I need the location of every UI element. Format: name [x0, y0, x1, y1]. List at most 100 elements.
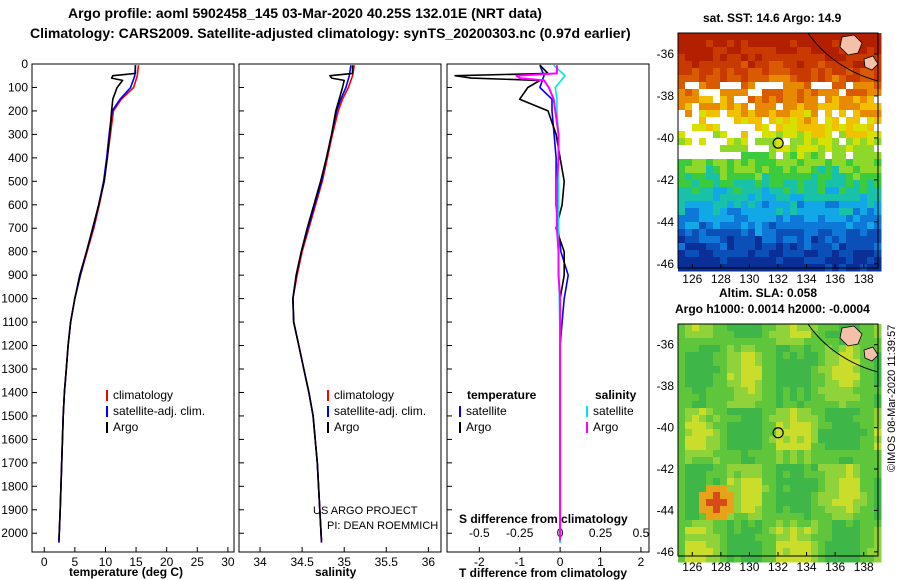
sst-map-cell — [797, 152, 805, 160]
sst-map-cell — [839, 68, 847, 76]
sla-map-cell — [832, 478, 840, 486]
sla-map-cell — [853, 506, 861, 514]
sla-map-cell — [776, 520, 784, 528]
sst-map-cell — [741, 208, 749, 216]
sla-map-cell — [797, 513, 805, 521]
sst-map-cell — [692, 124, 700, 132]
sla-map-cell — [692, 548, 700, 556]
sla-map-cell — [804, 408, 812, 416]
sla-map-cell — [790, 394, 798, 402]
sst-map-cell — [846, 131, 854, 139]
sst-map-cell — [699, 117, 707, 125]
sst-map-cell — [797, 138, 805, 146]
sla-map-cell — [706, 457, 714, 465]
sst-map-cell — [818, 61, 826, 69]
sst-map-cell — [839, 131, 847, 139]
sla-map-cell — [783, 429, 791, 437]
sst-map-cell — [790, 68, 798, 76]
sst-map-cell — [741, 61, 749, 69]
sla-map-cell — [811, 478, 819, 486]
sst-map-cell — [678, 96, 686, 104]
sla-map-cell — [818, 499, 826, 507]
sla-map-cell — [706, 499, 714, 507]
sst-map-cell — [769, 180, 777, 188]
sst-map-cell — [748, 82, 756, 90]
sst-map-cell — [839, 96, 847, 104]
sst-map-cell — [860, 257, 868, 265]
sst-map-cell — [769, 47, 777, 55]
sst-map-cell — [825, 96, 833, 104]
sla-map-cell — [776, 541, 784, 549]
sst-map-cell — [783, 187, 791, 195]
sst-map-cell — [783, 257, 791, 265]
sla-map-cell — [720, 443, 728, 451]
sla-map-cell — [692, 541, 700, 549]
sst-map-cell — [755, 229, 763, 237]
sla-map-cell — [790, 401, 798, 409]
sla-map-cell — [755, 380, 763, 388]
sla-map-cell — [867, 541, 875, 549]
sst-map-cell — [720, 47, 728, 55]
sla-map-cell — [727, 506, 735, 514]
sst-map-cell — [811, 75, 819, 83]
sst-map-cell — [692, 47, 700, 55]
sst-map-cell — [818, 33, 826, 41]
sla-map-cell — [734, 429, 742, 437]
sla-map-cell — [867, 408, 875, 416]
sst-map-cell — [818, 54, 826, 62]
sla-map-cell — [832, 415, 840, 423]
sst-map-cell — [811, 47, 819, 55]
sla-map-cell — [867, 415, 875, 423]
sst-map-cell — [734, 96, 742, 104]
sst-map-cell — [776, 222, 784, 230]
sst-map-cell — [699, 145, 707, 153]
sst-map-cell — [853, 152, 861, 160]
sst-map-cell — [769, 124, 777, 132]
sla-map-cell — [685, 429, 693, 437]
sst-map-cell — [762, 166, 770, 174]
sst-map-cell — [678, 117, 686, 125]
sla-map-cell — [825, 338, 833, 346]
sst-map-cell — [748, 61, 756, 69]
sst-map-cell — [846, 236, 854, 244]
sst-map-cell — [790, 152, 798, 160]
sst-map-cell — [783, 117, 791, 125]
sst-map-cell — [804, 75, 812, 83]
sst-map-cell — [853, 131, 861, 139]
sst-map-cell — [727, 243, 735, 251]
sla-map-cell — [832, 527, 840, 535]
sla-map-cell — [678, 345, 686, 353]
sst-map-cell — [692, 159, 700, 167]
sla-map-cell — [706, 555, 714, 563]
sst-map-cell — [776, 236, 784, 244]
sla-map-cell — [706, 534, 714, 542]
sst-map-cell — [825, 89, 833, 97]
sst-map-lat-label: -42 — [657, 173, 675, 187]
sst-map-cell — [832, 187, 840, 195]
sst-map-cell — [860, 159, 868, 167]
sla-map-cell — [839, 338, 847, 346]
sla-map-cell — [692, 331, 700, 339]
sst-map-cell — [699, 236, 707, 244]
sst-map-cell — [811, 145, 819, 153]
sst-map-cell — [762, 96, 770, 104]
sla-map-cell — [699, 485, 707, 493]
sst-map-cell — [825, 208, 833, 216]
sla-map-cell — [741, 506, 749, 514]
sla-map-cell — [769, 513, 777, 521]
sst-map-cell — [839, 47, 847, 55]
sla-map-cell — [727, 513, 735, 521]
sst-map-cell — [776, 208, 784, 216]
sla-map-cell — [762, 443, 770, 451]
sla-map-cell — [692, 555, 700, 563]
sst-map-cell — [832, 40, 840, 48]
sla-map-cell — [727, 387, 735, 395]
sst-map-cell — [727, 75, 735, 83]
sla-map-cell — [846, 534, 854, 542]
sst-map-cell — [818, 89, 826, 97]
sst-map-cell — [755, 152, 763, 160]
sla-map-cell — [692, 457, 700, 465]
sst-map-cell — [790, 173, 798, 181]
sst-map-cell — [713, 201, 721, 209]
sst-map-cell — [860, 201, 868, 209]
